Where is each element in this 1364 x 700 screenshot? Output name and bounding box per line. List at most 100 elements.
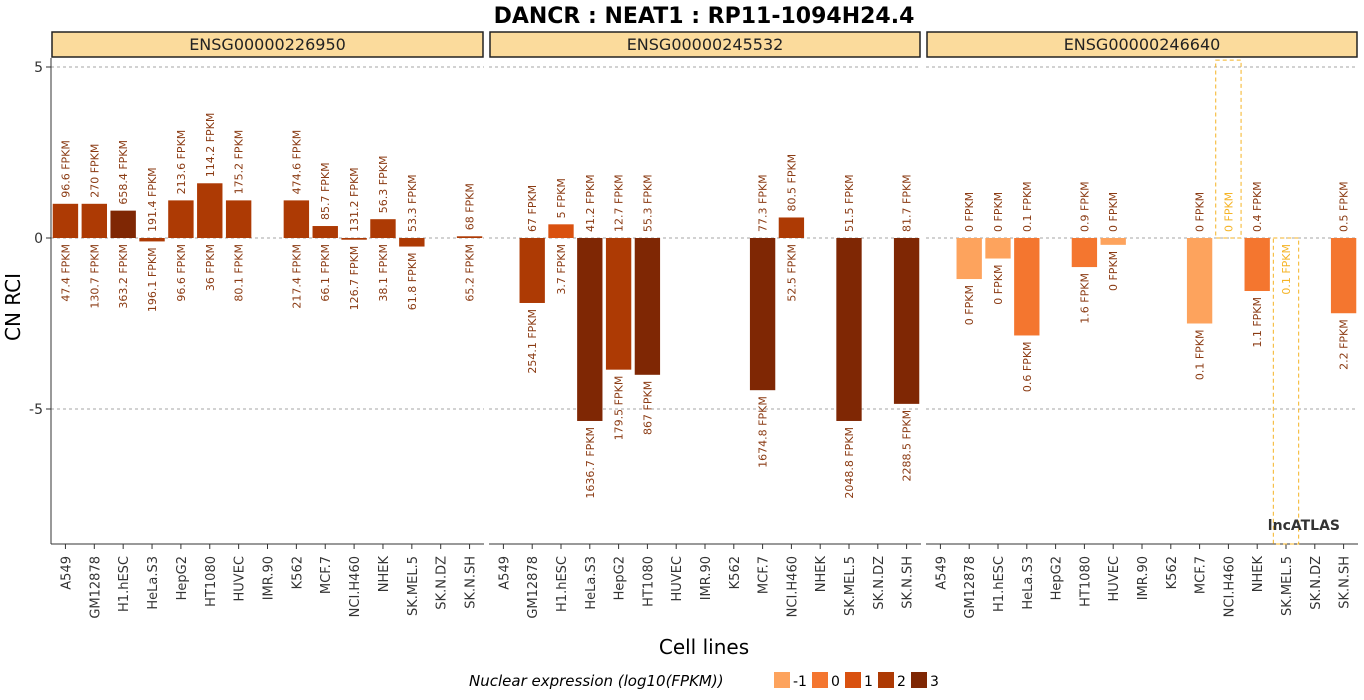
nuc-label: 0.6 FPKM bbox=[1021, 341, 1034, 392]
x-tick-label: IMR.90 bbox=[699, 556, 714, 600]
x-tick-label: H1.hESC bbox=[117, 556, 132, 612]
bar bbox=[399, 238, 425, 247]
cyto-label: 0 FPKM bbox=[1194, 192, 1207, 232]
bar bbox=[197, 183, 223, 238]
nuc-label: 1.1 FPKM bbox=[1251, 297, 1264, 348]
legend: Nuclear expression (log10(FPKM)) -1 0 1 2 3 bbox=[469, 672, 939, 690]
bar bbox=[225, 200, 252, 238]
legend-swatch bbox=[845, 672, 861, 688]
bar bbox=[1244, 238, 1270, 292]
cyto-label: 0 FPKM bbox=[992, 192, 1005, 232]
panel-3: ENSG00000246640 A549 GM12878 0 FPKM 0 FPKM H1… bbox=[926, 31, 1358, 619]
legend-label: 0 bbox=[831, 674, 840, 690]
nuc-label: 80.1 FPKM bbox=[233, 244, 246, 302]
bar bbox=[634, 238, 661, 375]
x-tick-label: NHEK bbox=[1251, 556, 1266, 593]
brand-label: lncATLAS bbox=[1268, 518, 1340, 534]
bar bbox=[1186, 238, 1213, 324]
bar bbox=[836, 238, 862, 421]
bar bbox=[168, 200, 194, 238]
x-tick-label: IMR.90 bbox=[262, 556, 277, 600]
x-tick-label: NHEK bbox=[377, 556, 392, 593]
cyto-label: 0.5 FPKM bbox=[1338, 181, 1351, 232]
panel-strip-label: ENSG00000246640 bbox=[1064, 35, 1221, 54]
nuc-label: 0.1 FPKM bbox=[1194, 330, 1207, 381]
panels: ENSG00000226950 A549 96.6 FPKM 47.4 FPKM GM1… bbox=[51, 31, 1358, 619]
cyto-label: 85.7 FPKM bbox=[319, 162, 332, 220]
x-tick-label: HeLa.S3 bbox=[1021, 556, 1036, 610]
x-tick-label: SK.N.SH bbox=[464, 556, 479, 609]
nuc-label: 2288.5 FPKM bbox=[901, 410, 914, 482]
bar bbox=[548, 224, 574, 238]
x-tick-label: H1.hESC bbox=[555, 556, 570, 612]
cyto-label: 68 FPKM bbox=[464, 183, 477, 230]
x-tick-label: NCI.H460 bbox=[1222, 556, 1237, 617]
legend-label: -1 bbox=[793, 674, 807, 690]
x-tick-label: SK.MEL.5 bbox=[1280, 556, 1295, 616]
x-tick-label: HT1080 bbox=[641, 556, 656, 607]
bar bbox=[456, 236, 483, 238]
nuc-label: 0.1 FPKM bbox=[1280, 244, 1293, 295]
x-tick-label: GM12878 bbox=[88, 556, 103, 619]
nuc-label: 1.6 FPKM bbox=[1078, 273, 1091, 324]
bar bbox=[956, 238, 982, 280]
chart-title: DANCR : NEAT1 : RP11-1094H24.4 bbox=[494, 4, 915, 29]
bar bbox=[1100, 238, 1126, 245]
nuc-label: 363.2 FPKM bbox=[117, 244, 130, 309]
nuc-label: 1636.7 FPKM bbox=[584, 427, 597, 499]
x-axis-title: Cell lines bbox=[659, 635, 749, 659]
bar bbox=[749, 238, 776, 391]
x-tick-label: HT1080 bbox=[204, 556, 219, 607]
x-tick-label: SK.MEL.5 bbox=[843, 556, 858, 616]
panel-strip bbox=[51, 31, 484, 58]
bar bbox=[985, 238, 1011, 259]
cyto-label: 0.4 FPKM bbox=[1251, 181, 1264, 232]
cyto-label: 0 FPKM bbox=[1107, 192, 1120, 232]
x-tick-label: MCF.7 bbox=[757, 556, 772, 594]
x-tick-label: SK.N.DZ bbox=[872, 556, 887, 610]
x-tick-label: HUVEC bbox=[1107, 556, 1122, 601]
cyto-label: 41.2 FPKM bbox=[584, 174, 597, 232]
y-axis-title: CN RCI bbox=[1, 273, 25, 341]
cyto-label: 191.4 FPKM bbox=[146, 167, 159, 232]
nuc-label: 126.7 FPKM bbox=[348, 246, 361, 311]
cyto-label: 658.4 FPKM bbox=[117, 140, 130, 205]
bar bbox=[778, 217, 805, 238]
x-tick-label: A549 bbox=[59, 556, 74, 590]
nuc-label: 1674.8 FPKM bbox=[757, 396, 770, 468]
x-tick-label: K562 bbox=[728, 556, 743, 589]
x-tick-label: SK.N.DZ bbox=[1309, 556, 1324, 610]
nuc-label: 65.2 FPKM bbox=[464, 244, 477, 302]
x-tick-label: SK.N.SH bbox=[901, 556, 916, 609]
nuc-label: 66.1 FPKM bbox=[319, 244, 332, 302]
cyto-label: 213.6 FPKM bbox=[175, 130, 188, 195]
bar bbox=[1071, 238, 1098, 268]
missing-bar bbox=[1272, 237, 1300, 545]
cyto-label: 175.2 FPKM bbox=[233, 130, 246, 195]
x-tick-label: K562 bbox=[290, 556, 305, 589]
x-tick-label: SK.MEL.5 bbox=[406, 556, 421, 616]
bar bbox=[52, 203, 79, 238]
legend-swatch bbox=[812, 672, 828, 688]
x-tick-label: HUVEC bbox=[233, 556, 248, 601]
cyto-label: 0.1 FPKM bbox=[1021, 181, 1034, 232]
legend-title: Nuclear expression (log10(FPKM)) bbox=[469, 672, 724, 690]
cyto-label: 53.3 FPKM bbox=[406, 174, 419, 232]
legend-swatch bbox=[774, 672, 790, 688]
bar bbox=[139, 238, 165, 242]
x-tick-label: MCF.7 bbox=[1194, 556, 1209, 594]
nuc-label: 96.6 FPKM bbox=[175, 244, 188, 302]
nuc-label: 52.5 FPKM bbox=[785, 244, 798, 302]
nuc-label: 61.8 FPKM bbox=[406, 253, 419, 311]
y-tick-label: 5 bbox=[34, 60, 43, 76]
nuc-label: 0 FPKM bbox=[963, 285, 976, 325]
x-tick-label: HeLa.S3 bbox=[146, 556, 161, 610]
panel-strip-label: ENSG00000226950 bbox=[189, 35, 346, 54]
bar bbox=[577, 238, 603, 421]
bar bbox=[1330, 238, 1357, 314]
x-tick-label: HUVEC bbox=[670, 556, 685, 601]
cyto-label: 474.6 FPKM bbox=[290, 130, 303, 195]
cyto-label: 270 FPKM bbox=[88, 144, 101, 198]
x-tick-label: IMR.90 bbox=[1136, 556, 1151, 600]
x-tick-label: HepG2 bbox=[175, 556, 190, 600]
